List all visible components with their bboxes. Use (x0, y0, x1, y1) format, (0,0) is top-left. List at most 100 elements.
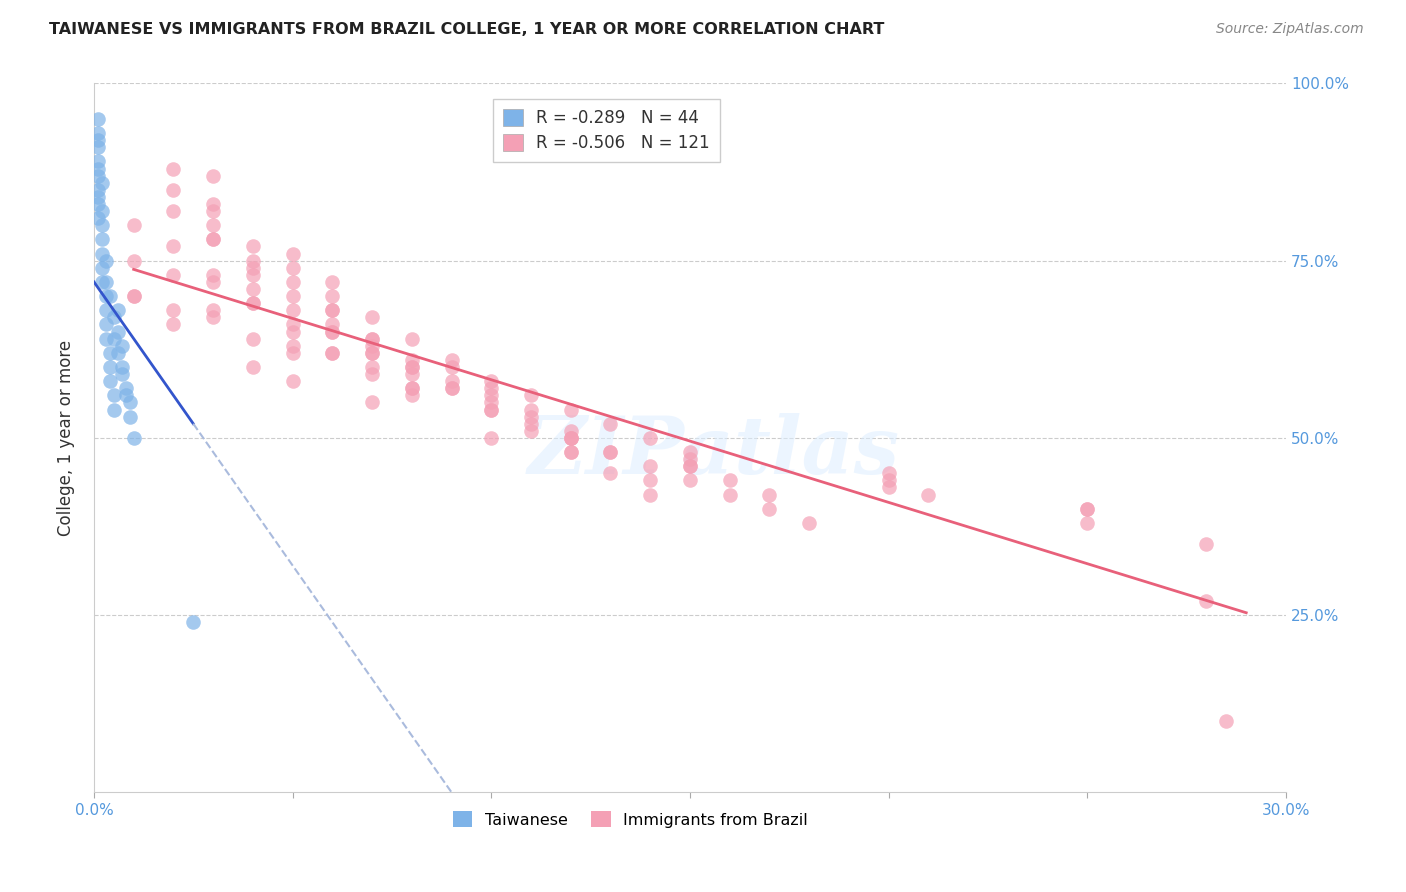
Point (111, 339, 134, 353)
Text: ZIPatlas: ZIPatlas (527, 413, 900, 491)
Point (90, 204, 112, 219)
Point (479, 381, 502, 395)
Point (1215, 714, 1237, 729)
Point (111, 367, 134, 381)
Point (440, 359, 463, 374)
Point (242, 296, 264, 310)
Point (440, 374, 463, 388)
Point (202, 197, 225, 211)
Point (679, 459, 702, 474)
Point (87, 112, 110, 126)
Point (479, 388, 502, 402)
Point (560, 431, 582, 445)
Point (361, 359, 384, 374)
Point (103, 332, 125, 346)
Point (202, 204, 225, 219)
Point (361, 339, 384, 353)
Point (122, 218, 145, 232)
Point (520, 424, 543, 438)
Point (122, 431, 145, 445)
Point (321, 303, 343, 318)
Point (202, 218, 225, 232)
Point (281, 339, 304, 353)
Point (90, 218, 112, 232)
Point (94, 253, 117, 268)
Point (401, 381, 423, 395)
Legend: Taiwanese, Immigrants from Brazil: Taiwanese, Immigrants from Brazil (446, 805, 814, 834)
Point (1195, 594, 1218, 608)
Text: Source: ZipAtlas.com: Source: ZipAtlas.com (1216, 22, 1364, 37)
Point (401, 359, 423, 374)
Point (361, 346, 384, 360)
Point (122, 253, 145, 268)
Point (440, 381, 463, 395)
Point (242, 359, 264, 374)
Point (638, 474, 661, 488)
Point (103, 388, 125, 402)
Point (202, 169, 225, 183)
Point (281, 346, 304, 360)
Point (479, 395, 502, 409)
Point (1076, 516, 1098, 530)
Point (479, 374, 502, 388)
Point (797, 516, 820, 530)
Point (560, 424, 582, 438)
Point (638, 431, 661, 445)
Point (87, 190, 110, 204)
Point (401, 381, 423, 395)
Point (242, 253, 264, 268)
Point (1076, 501, 1098, 516)
Point (162, 239, 184, 253)
Point (103, 402, 125, 417)
Point (114, 381, 136, 395)
Point (90, 246, 112, 260)
Point (114, 388, 136, 402)
Point (321, 318, 343, 332)
Point (401, 352, 423, 367)
Point (98, 359, 121, 374)
Point (1076, 501, 1098, 516)
Point (281, 260, 304, 275)
Y-axis label: College, 1 year or more: College, 1 year or more (58, 340, 75, 536)
Point (520, 409, 543, 424)
Point (479, 402, 502, 417)
Point (90, 260, 112, 275)
Point (87, 161, 110, 176)
Point (87, 140, 110, 154)
Point (111, 359, 134, 374)
Point (321, 303, 343, 318)
Point (107, 303, 129, 318)
Point (242, 268, 264, 282)
Point (877, 467, 900, 481)
Point (181, 615, 204, 630)
Point (281, 325, 304, 339)
Point (560, 431, 582, 445)
Point (361, 367, 384, 381)
Point (162, 161, 184, 176)
Point (599, 417, 621, 431)
Point (321, 325, 343, 339)
Point (202, 310, 225, 325)
Point (361, 346, 384, 360)
Point (87, 154, 110, 169)
Point (718, 487, 741, 501)
Point (242, 296, 264, 310)
Point (94, 275, 117, 289)
Point (242, 282, 264, 296)
Point (87, 169, 110, 183)
Point (202, 275, 225, 289)
Point (118, 409, 141, 424)
Point (202, 268, 225, 282)
Point (202, 232, 225, 246)
Point (321, 289, 343, 303)
Point (87, 183, 110, 197)
Point (718, 474, 741, 488)
Point (361, 332, 384, 346)
Text: TAIWANESE VS IMMIGRANTS FROM BRAZIL COLLEGE, 1 YEAR OR MORE CORRELATION CHART: TAIWANESE VS IMMIGRANTS FROM BRAZIL COLL… (49, 22, 884, 37)
Point (361, 395, 384, 409)
Point (560, 445, 582, 459)
Point (679, 452, 702, 467)
Point (479, 402, 502, 417)
Point (87, 197, 110, 211)
Point (242, 332, 264, 346)
